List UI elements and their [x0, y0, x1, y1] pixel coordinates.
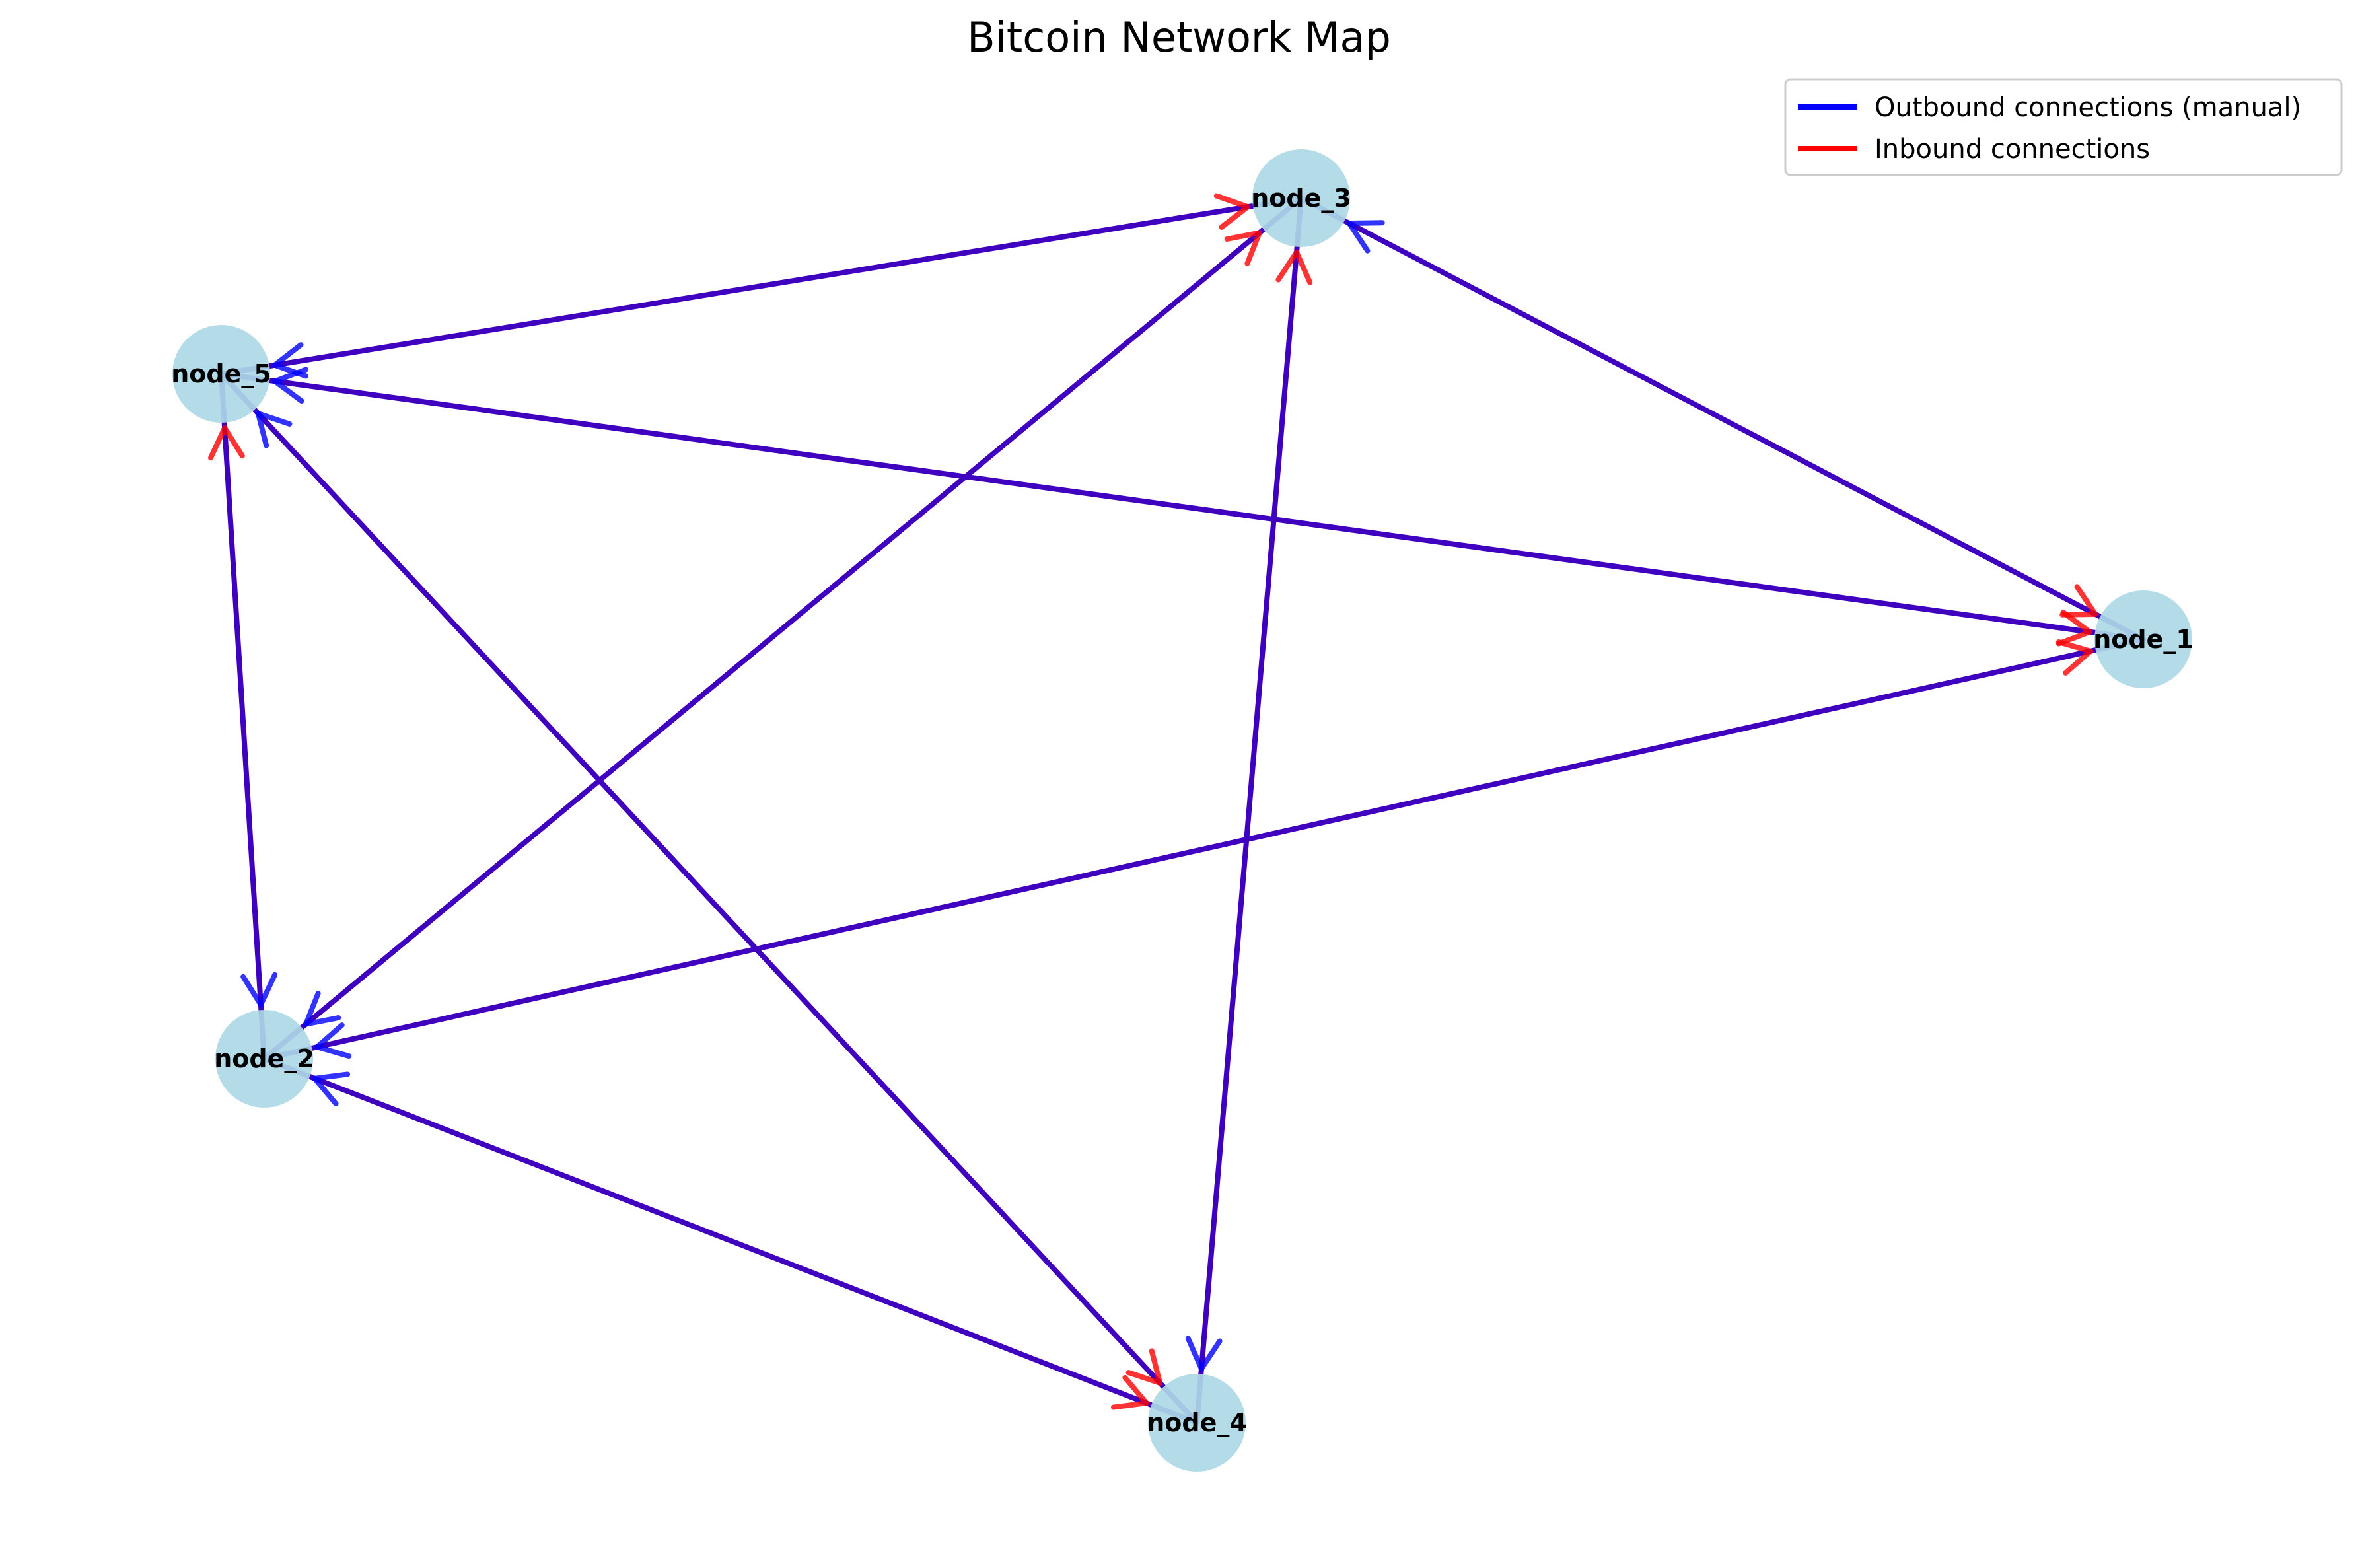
legend-inbound-label: Inbound connections [1875, 134, 2150, 164]
legend: Outbound connections (manual) Inbound co… [1785, 79, 2341, 175]
node-node_3: node_3 [1251, 149, 1351, 247]
edge-node_1-node_3 [1301, 198, 2143, 639]
legend-outbound-label: Outbound connections (manual) [1875, 92, 2301, 123]
node-node_1: node_1 [2093, 590, 2194, 688]
edge-node_1-node_5 [221, 374, 2143, 639]
node-label: node_1 [2093, 625, 2194, 654]
edge-node_3-node_4 [1197, 198, 1301, 1423]
node-label: node_2 [214, 1044, 314, 1073]
edge-node_4-node_2 [264, 1059, 1197, 1423]
nodes-layer: node_1 node_2 node_3 node_4 node_5 [171, 149, 2194, 1472]
node-node_2: node_2 [214, 1010, 314, 1108]
arrowheads-layer [211, 196, 2095, 1408]
node-label: node_3 [1251, 184, 1351, 213]
edge-node_5-node_2 [221, 374, 264, 1059]
edges-layer [221, 198, 2143, 1423]
edge-node_4-node_5 [221, 374, 1197, 1423]
diagram-title: Bitcoin Network Map [967, 13, 1391, 61]
edge-node_1-node_2 [264, 639, 2143, 1059]
edge-node_3-node_5 [221, 198, 1301, 374]
edge-node_3-node_2 [264, 198, 1301, 1059]
node-label: node_5 [171, 359, 271, 388]
node-label: node_4 [1147, 1408, 1247, 1437]
